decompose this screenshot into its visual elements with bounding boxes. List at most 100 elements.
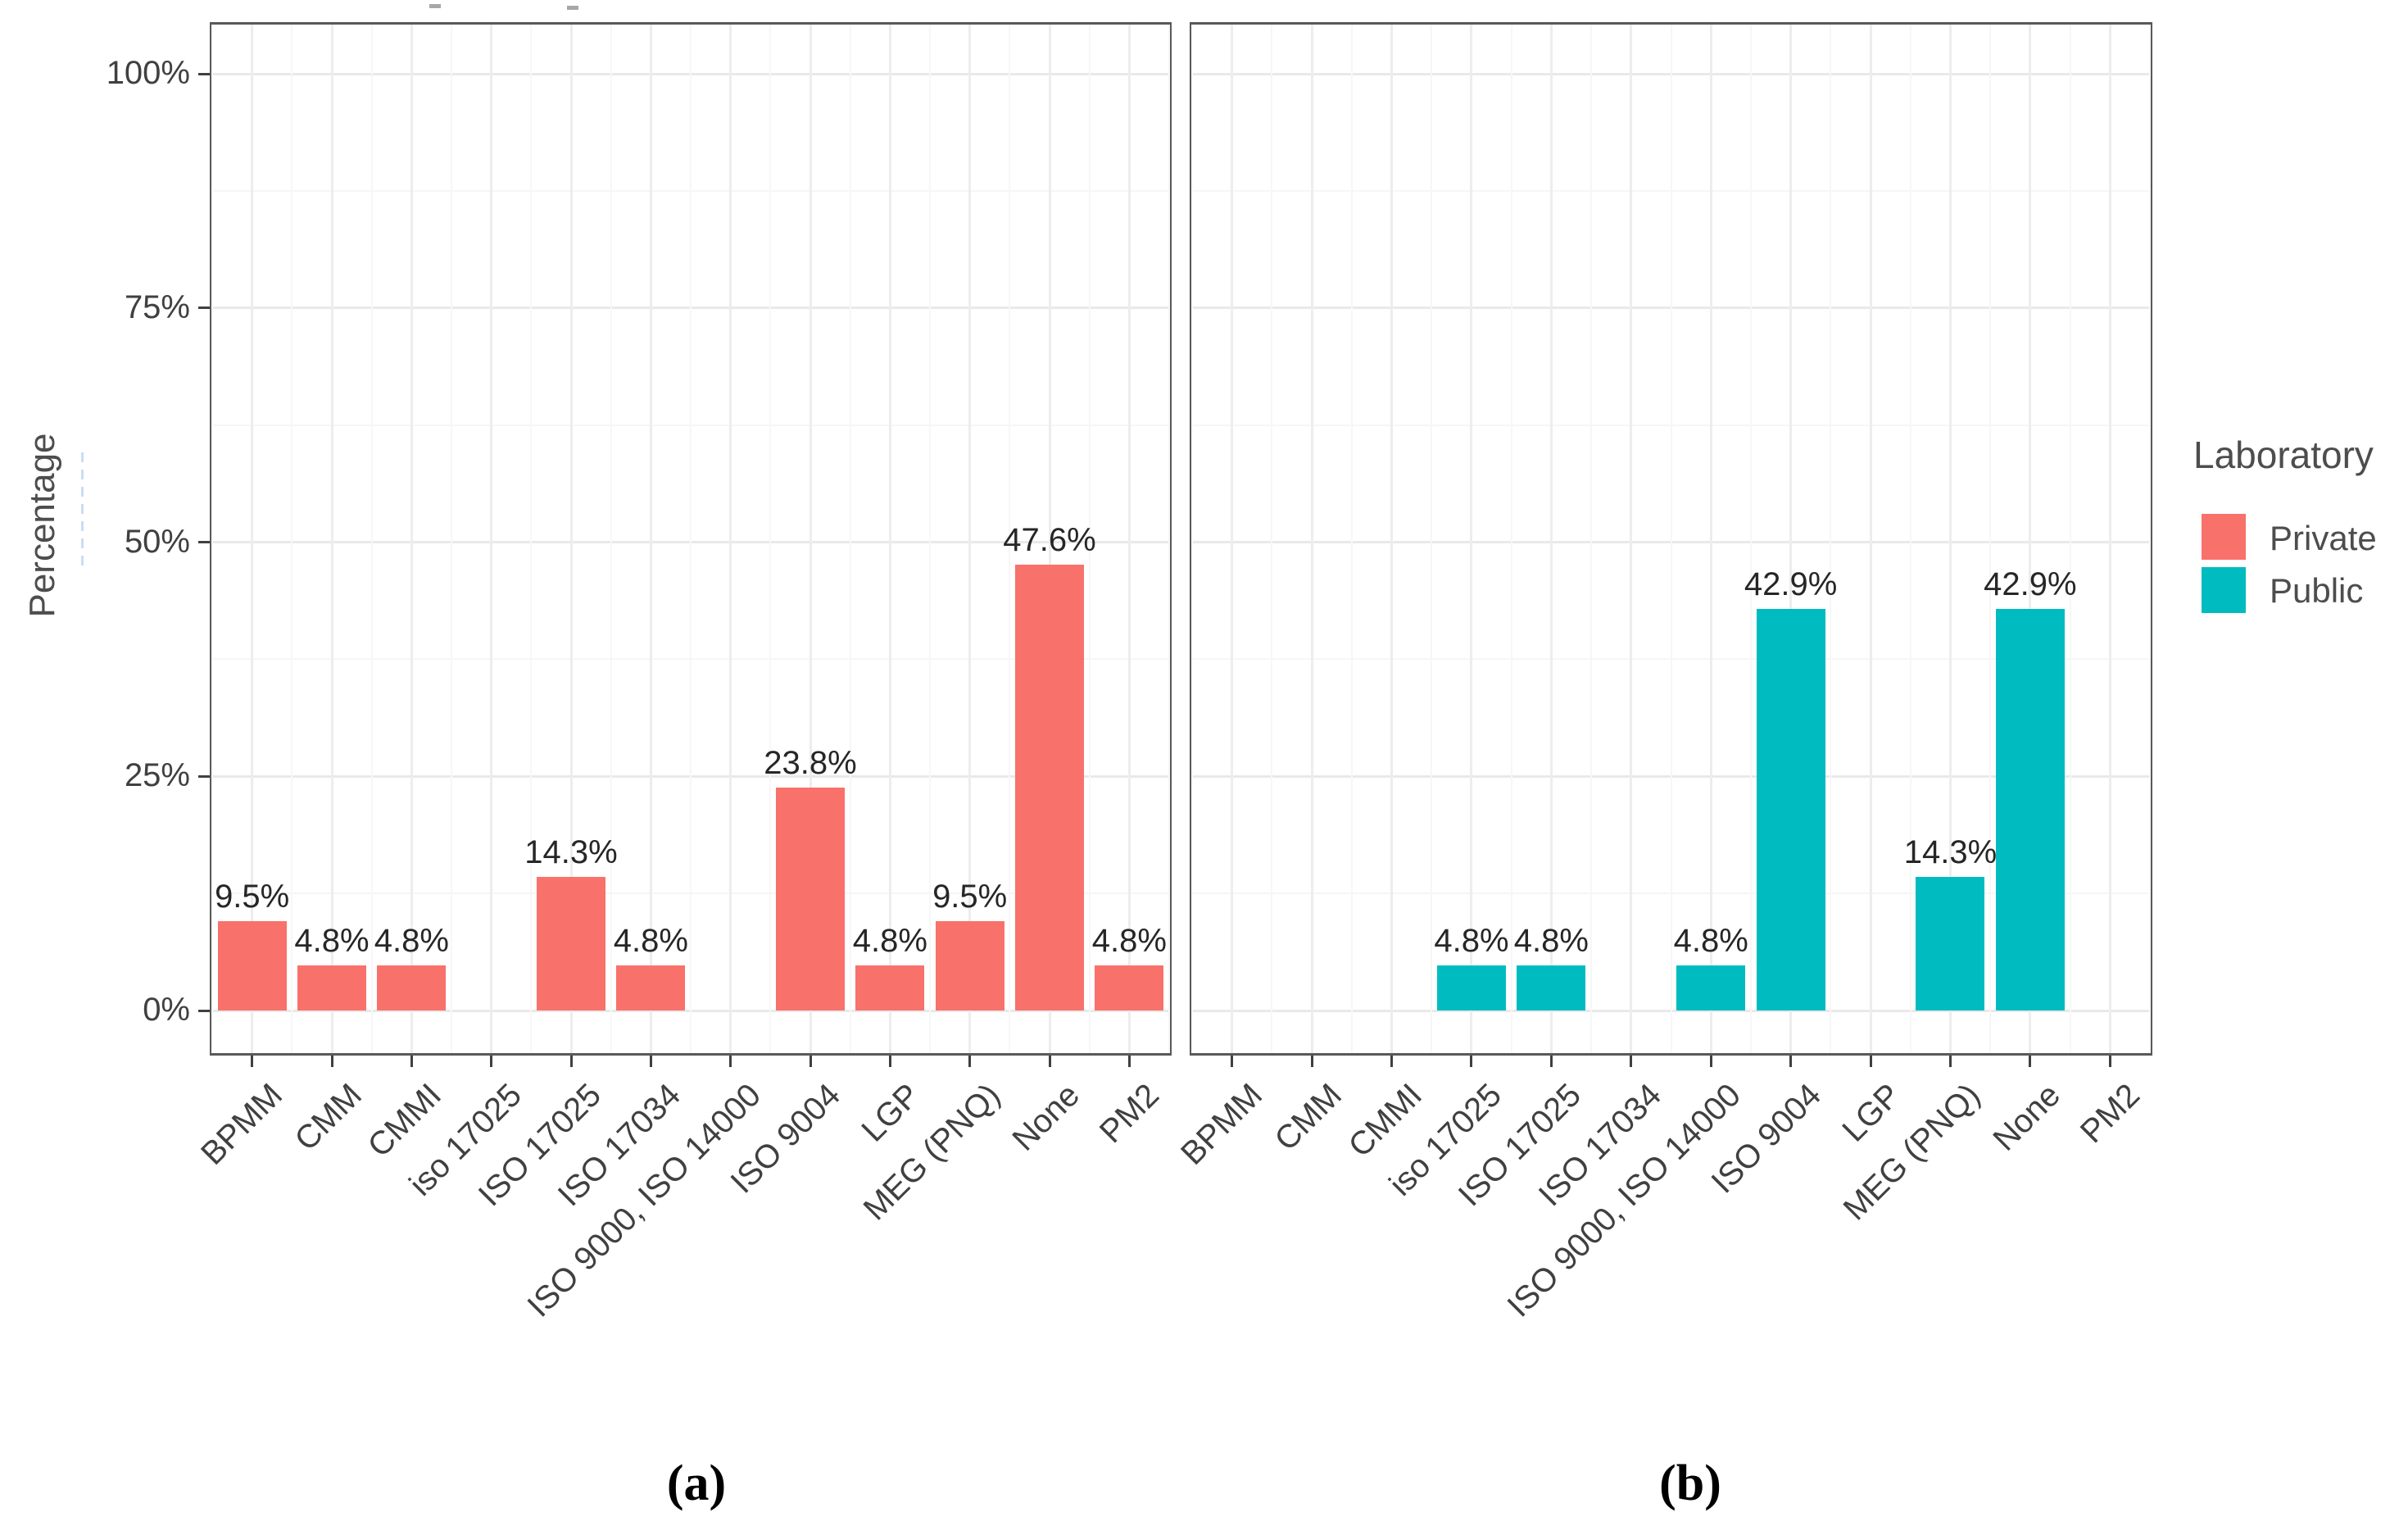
legend-label-private: Private	[2270, 519, 2377, 557]
gridline-v-minor	[1510, 25, 1512, 1053]
scan-artifact	[429, 4, 441, 8]
panel-b	[1190, 22, 2152, 1056]
bar	[855, 965, 925, 1011]
gridline-v-major	[649, 25, 652, 1053]
x-tick	[809, 1056, 812, 1067]
gridline-v-major	[1231, 25, 1234, 1053]
gridline-v-minor	[1590, 25, 1593, 1053]
y-tick-label: 100%	[106, 55, 190, 91]
scan-artifact-dash	[81, 521, 84, 531]
gridline-v-minor	[1191, 25, 1193, 1053]
bar-value-label: 47.6%	[1003, 521, 1096, 558]
gridline-v-major	[1470, 25, 1473, 1053]
bar	[377, 965, 447, 1011]
gridline-v-major	[1390, 25, 1394, 1053]
bar-value-label: 4.8%	[1673, 923, 1748, 960]
x-tick-label: BPMM	[1173, 1077, 1269, 1172]
gridline-v-major	[490, 25, 493, 1053]
gridline-v-minor	[1350, 25, 1353, 1053]
bar	[1676, 965, 1746, 1011]
gridline-v-minor	[1989, 25, 1992, 1053]
gridline-v-major	[1948, 25, 1952, 1053]
bar-value-label: 4.8%	[852, 923, 927, 960]
x-tick	[1470, 1056, 1473, 1067]
x-tick-label: CMM	[288, 1077, 370, 1158]
gridline-v-major	[1549, 25, 1553, 1053]
caption-a: (a)	[666, 1456, 727, 1511]
bar-value-label: 4.8%	[1091, 923, 1167, 960]
y-tick-label: 75%	[124, 288, 190, 325]
gridline-v-minor	[211, 25, 213, 1053]
legend-swatch-public	[2202, 567, 2246, 613]
legend-title: Laboratory	[2193, 434, 2374, 476]
gridline-v-major	[251, 25, 254, 1053]
bar	[1436, 965, 1506, 1011]
x-tick	[1310, 1056, 1313, 1067]
scan-artifact-dash	[81, 556, 84, 565]
gridline-v-minor	[291, 25, 293, 1053]
y-tick	[198, 541, 210, 543]
y-tick	[198, 774, 210, 778]
gridline-v-major	[888, 25, 891, 1053]
gridline-v-major	[1127, 25, 1131, 1053]
bar	[1015, 564, 1084, 1011]
x-tick	[410, 1056, 413, 1067]
gridline-v-major	[1789, 25, 1793, 1053]
x-tick	[1231, 1056, 1234, 1067]
scan-artifact-dash	[81, 538, 84, 548]
bar-value-label: 4.8%	[294, 923, 370, 960]
gridline-v-major	[1310, 25, 1313, 1053]
bar-value-label: 42.9%	[1984, 565, 2077, 602]
scan-artifact-dash	[81, 487, 84, 497]
gridline-v-minor	[769, 25, 772, 1053]
bar-value-label: 23.8%	[764, 744, 857, 781]
x-tick	[2029, 1056, 2032, 1067]
bar	[297, 965, 366, 1011]
x-tick-label: BPMM	[193, 1077, 289, 1172]
gridline-v-minor	[370, 25, 373, 1053]
bar-value-label: 4.8%	[613, 923, 688, 960]
x-tick	[1789, 1056, 1793, 1067]
gridline-v-major	[729, 25, 732, 1053]
gridline-v-major	[330, 25, 333, 1053]
gridline-v-major	[410, 25, 413, 1053]
gridline-v-major	[1048, 25, 1051, 1053]
x-tick-label: None	[1986, 1077, 2067, 1158]
gridline-v-minor	[1009, 25, 1011, 1053]
bar-value-label: 14.3%	[524, 833, 618, 870]
bar	[1095, 965, 1164, 1011]
gridline-v-major	[2029, 25, 2032, 1053]
bar	[217, 921, 287, 1011]
bar	[1995, 608, 2065, 1011]
bar	[1517, 965, 1586, 1011]
bar	[776, 787, 845, 1011]
gridline-v-major	[968, 25, 972, 1053]
gridline-v-minor	[2149, 25, 2151, 1053]
bar-value-label: 9.5%	[932, 879, 1008, 915]
gridline-v-major	[1869, 25, 1872, 1053]
bar-value-label: 9.5%	[215, 879, 290, 915]
bar-value-label: 4.8%	[374, 923, 449, 960]
x-tick	[1630, 1056, 1633, 1067]
bar-value-label: 4.8%	[1434, 923, 1509, 960]
x-tick	[251, 1056, 254, 1067]
x-tick	[968, 1056, 972, 1067]
gridline-v-minor	[1431, 25, 1433, 1053]
y-tick-label: 0%	[143, 992, 190, 1028]
gridline-v-major	[1709, 25, 1712, 1053]
gridline-v-major	[1630, 25, 1633, 1053]
x-tick	[888, 1056, 891, 1067]
x-tick-label: PM2	[1093, 1077, 1167, 1151]
gridline-v-major	[2108, 25, 2111, 1053]
x-tick	[490, 1056, 493, 1067]
bar	[1756, 608, 1825, 1011]
gridline-v-minor	[530, 25, 533, 1053]
y-tick-label: 50%	[124, 523, 190, 560]
gridline-v-minor	[929, 25, 931, 1053]
gridline-v-minor	[849, 25, 851, 1053]
bar	[1916, 876, 1985, 1011]
gridline-v-minor	[610, 25, 612, 1053]
y-tick	[198, 1009, 210, 1012]
x-tick	[2108, 1056, 2111, 1067]
